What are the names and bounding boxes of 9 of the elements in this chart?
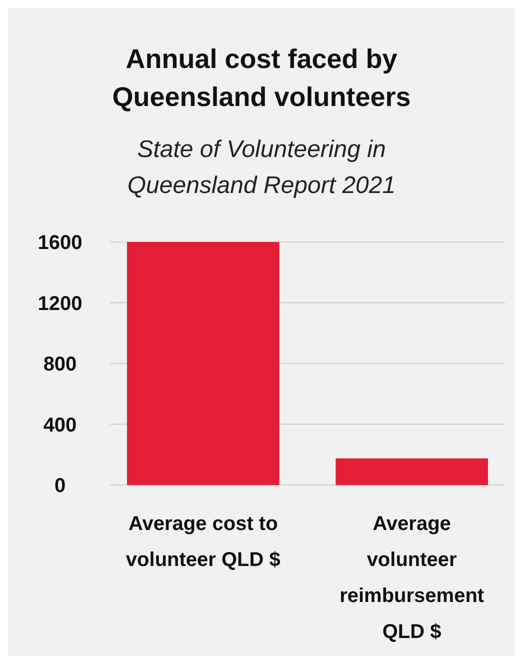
chart-title: Annual cost faced by Queensland volunteers bbox=[112, 44, 411, 112]
y-tick-label: 1600 bbox=[38, 232, 82, 254]
x-tick-label: Average cost to volunteer QLD $ bbox=[126, 513, 280, 571]
y-tick-label: 800 bbox=[43, 354, 77, 376]
y-tick-label: 1200 bbox=[38, 292, 82, 315]
chart-subtitle: State of Volunteering in Queensland Report 2021 bbox=[127, 136, 396, 199]
x-tick-label: Average volunteer reimbursement QLD $ bbox=[340, 513, 484, 643]
y-tick-label: 0 bbox=[54, 475, 66, 497]
y-tick-label: 400 bbox=[43, 414, 77, 436]
